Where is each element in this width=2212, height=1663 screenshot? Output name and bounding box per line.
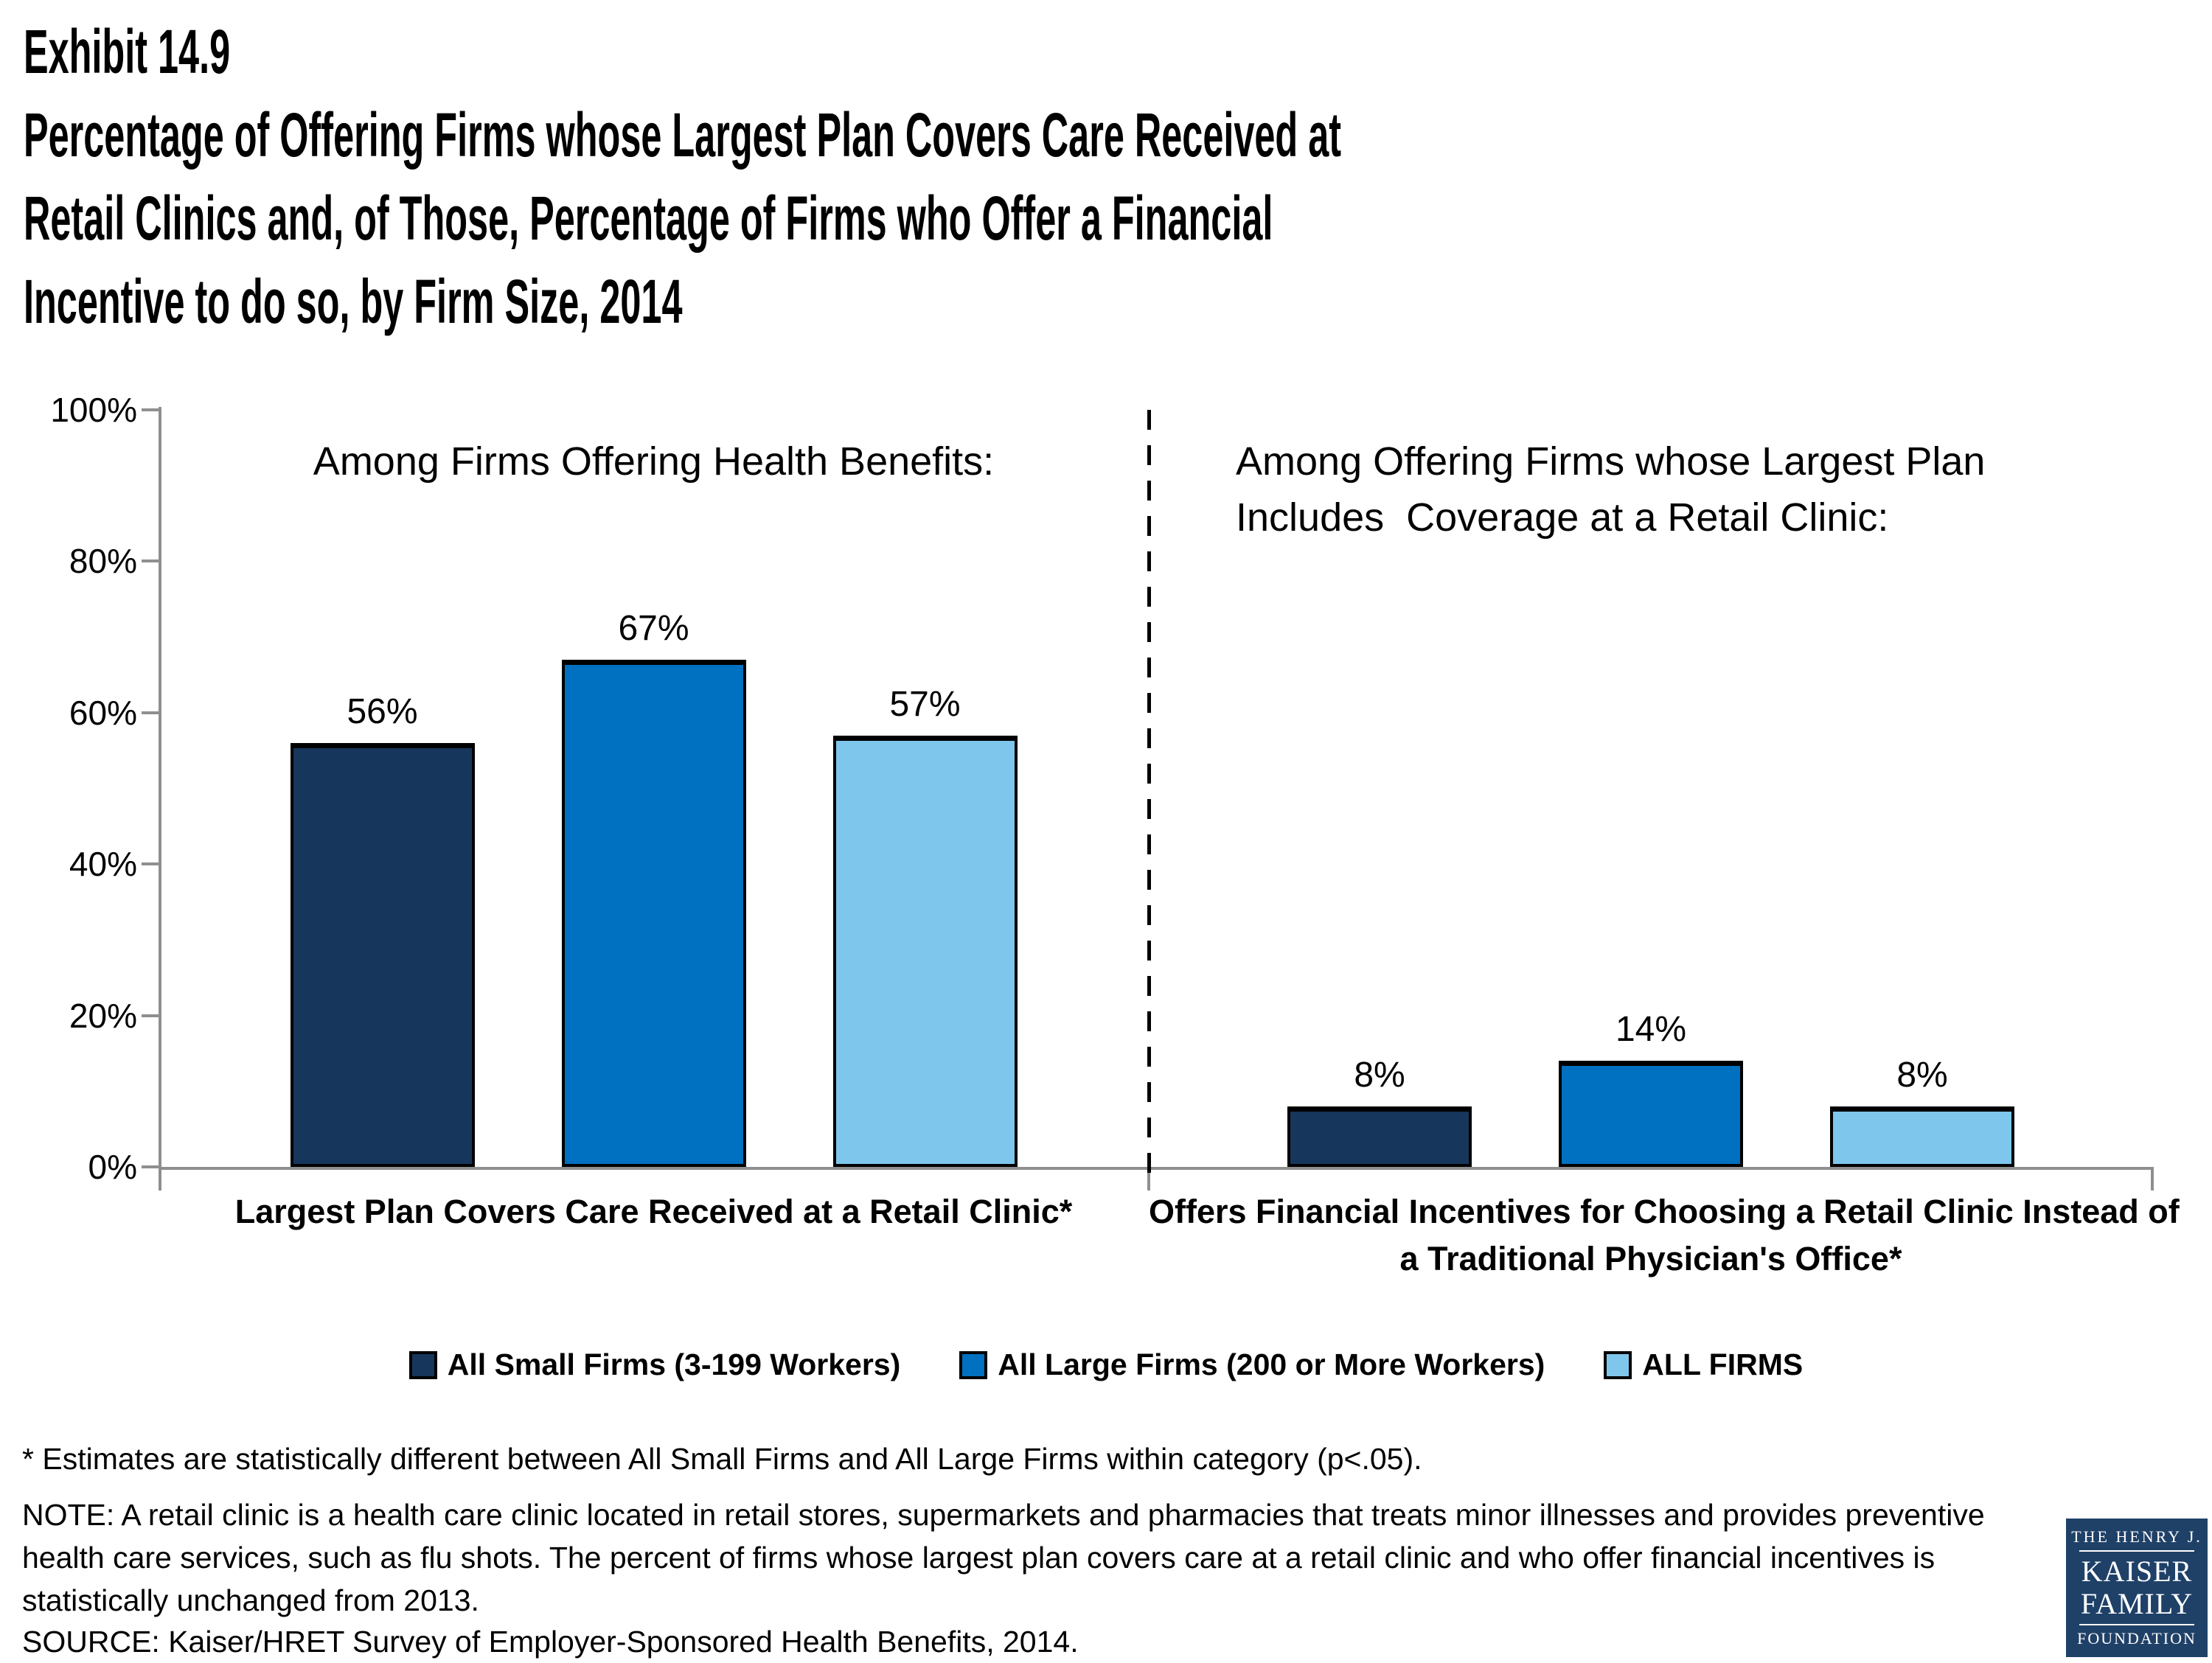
legend: All Small Firms (3-199 Workers) All Larg… <box>0 1348 2212 1382</box>
left-category-label: Largest Plan Covers Care Received at a R… <box>159 1188 1149 1235</box>
legend-swatch-all-firms <box>1604 1350 1632 1379</box>
source-footnote: SOURCE: Kaiser/HRET Survey of Employer-S… <box>22 1625 1079 1659</box>
right-panel-bars: 8% 14% 8% <box>1149 410 2153 1167</box>
note-line-1: NOTE: A retail clinic is a health care c… <box>22 1498 1985 1532</box>
bar-slot: 14% <box>1559 1009 1743 1167</box>
x-axis-tick <box>159 1170 161 1190</box>
bar-value-label: 8% <box>1354 1056 1405 1095</box>
left-panel-bars: 56% 67% 57% <box>159 410 1149 1167</box>
panel-divider-dashed-line <box>1147 410 1151 1185</box>
page-title-line-2: Retail Clinics and, of Those, Percentage… <box>24 184 1273 253</box>
x-axis-tick <box>2151 1170 2154 1190</box>
bar <box>1830 1106 2014 1167</box>
logo-text-the-henry-j: THE HENRY J. <box>2071 1527 2202 1546</box>
legend-label-all-firms: ALL FIRMS <box>1642 1348 1804 1381</box>
logo-text-family: FAMILY <box>2080 1587 2194 1620</box>
y-tick-mark <box>142 408 159 411</box>
logo-text-foundation: FOUNDATION <box>2077 1629 2197 1648</box>
bar-value-label: 67% <box>618 609 689 648</box>
significance-footnote: * Estimates are statistically different … <box>22 1442 1422 1476</box>
right-category-label-line-1: Offers Financial Incentives for Choosing… <box>1149 1193 2180 1230</box>
page-title-line-3: Incentive to do so, by Firm Size, 2014 <box>24 267 683 336</box>
y-tick-label-40: 40% <box>69 845 137 883</box>
page-title-line-1: Percentage of Offering Firms whose Large… <box>24 100 1342 170</box>
y-tick-mark <box>142 862 159 865</box>
title-block: Exhibit 14.9 Percentage of Offering Firm… <box>24 10 1341 344</box>
exhibit-number: Exhibit 14.9 <box>24 17 231 86</box>
right-category-label: Offers Financial Incentives for Choosing… <box>1149 1188 2180 1283</box>
bar-slot: 67% <box>561 608 746 1167</box>
kaiser-family-foundation-logo: THE HENRY J. KAISER FAMILY FOUNDATION <box>2066 1519 2208 1657</box>
legend-label-large-firms: All Large Firms (200 or More Workers) <box>998 1348 1545 1381</box>
bar <box>561 660 746 1167</box>
bar-slot: 8% <box>1830 1055 2014 1167</box>
y-tick-label-20: 20% <box>69 997 137 1035</box>
left-panel-header: Among Firms Offering Health Benefits: <box>159 433 1149 489</box>
legend-label-small-firms: All Small Firms (3-199 Workers) <box>447 1348 901 1381</box>
left-panel-header-line: Among Firms Offering Health Benefits: <box>313 439 995 484</box>
bar-slot: 8% <box>1287 1055 1472 1167</box>
legend-swatch-large-firms <box>959 1350 988 1379</box>
right-panel-header-line-2: Includes Coverage at a Retail Clinic: <box>1236 495 1889 540</box>
note-line-2: health care services, such as flu shots.… <box>22 1541 1935 1575</box>
legend-item-large-firms: All Large Firms (200 or More Workers) <box>959 1348 1545 1382</box>
logo-text-kaiser: KAISER <box>2081 1555 2193 1588</box>
bar-value-label: 14% <box>1615 1010 1687 1049</box>
legend-item-all-firms: ALL FIRMS <box>1604 1348 1803 1382</box>
x-axis-line <box>159 1167 2154 1170</box>
bar-value-label: 8% <box>1896 1056 1948 1095</box>
note-footnote: NOTE: A retail clinic is a health care c… <box>22 1493 1985 1622</box>
right-panel-header-line-1: Among Offering Firms whose Largest Plan <box>1236 439 1986 484</box>
logo-divider-rule <box>2079 1624 2194 1625</box>
legend-item-small-firms: All Small Firms (3-199 Workers) <box>408 1348 901 1382</box>
note-line-3: statistically unchanged from 2013. <box>22 1583 479 1617</box>
y-tick-label-0: 0% <box>88 1148 137 1186</box>
bar-value-label: 57% <box>889 685 961 724</box>
bar-slot: 57% <box>832 684 1018 1167</box>
y-tick-label-100: 100% <box>50 391 137 429</box>
y-tick-label-80: 80% <box>69 542 137 580</box>
bar <box>1559 1061 1743 1167</box>
left-category-label-line: Largest Plan Covers Care Received at a R… <box>234 1193 1073 1230</box>
logo-divider-rule <box>2079 1550 2194 1552</box>
right-panel-header: Among Offering Firms whose Largest Plan … <box>1236 433 1985 545</box>
bar-value-label: 56% <box>347 692 418 731</box>
legend-swatch-small-firms <box>408 1350 437 1379</box>
bar <box>290 743 475 1167</box>
bar <box>832 736 1018 1167</box>
right-category-label-line-2: a Traditional Physician's Office* <box>1399 1240 1902 1277</box>
y-tick-mark <box>142 1165 159 1168</box>
y-tick-mark <box>142 559 159 562</box>
y-tick-label-60: 60% <box>69 694 137 732</box>
bar <box>1287 1106 1472 1167</box>
y-tick-mark <box>142 1014 159 1017</box>
y-tick-mark <box>142 711 159 714</box>
bar-slot: 56% <box>290 691 475 1167</box>
y-axis-line <box>159 407 161 1170</box>
